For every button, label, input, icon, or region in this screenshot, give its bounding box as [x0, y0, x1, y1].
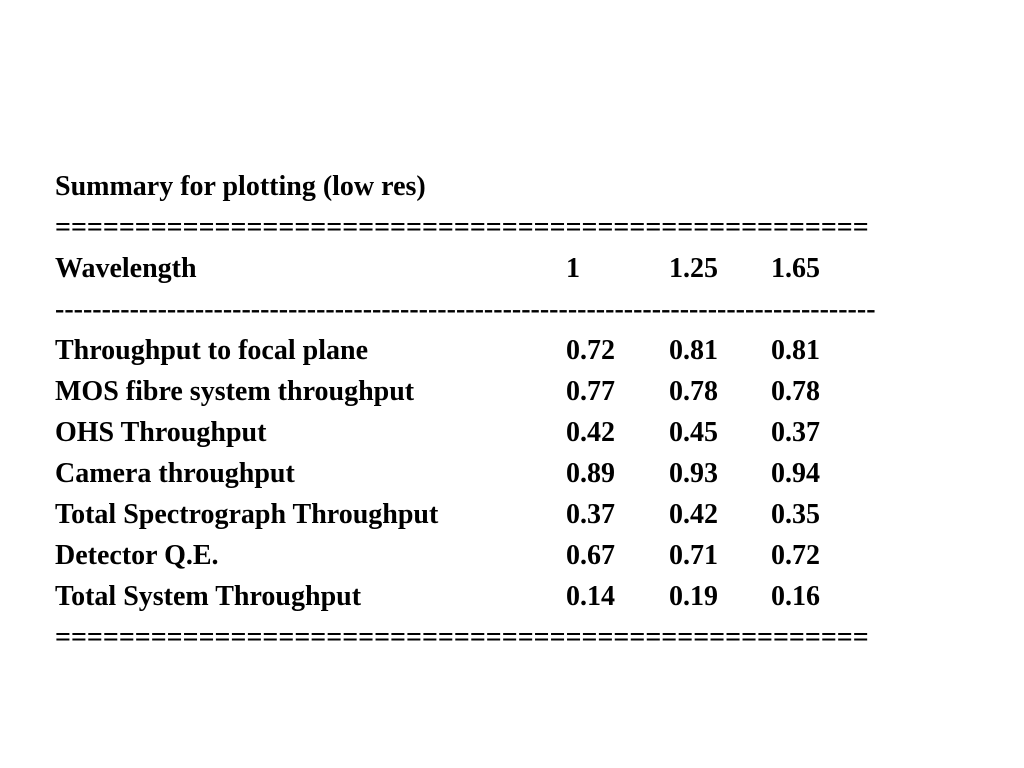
- header-label: Wavelength: [55, 253, 197, 284]
- cell-value: 0.81: [669, 335, 718, 366]
- cell-value: 0.14: [566, 581, 615, 612]
- cell-value: 0.72: [771, 540, 820, 571]
- rule: ----------------------------------------…: [55, 294, 876, 325]
- cell-value: 0.78: [771, 376, 820, 407]
- cell-value: 0.71: [669, 540, 718, 571]
- cell-value: 0.19: [669, 581, 718, 612]
- rule: ========================================…: [55, 622, 869, 653]
- cell-value: 0.42: [669, 499, 718, 530]
- row-label: OHS Throughput: [55, 417, 267, 448]
- rule: ========================================…: [55, 212, 869, 243]
- row-label: MOS fibre system throughput: [55, 376, 415, 407]
- cell-value: 0.37: [566, 499, 615, 530]
- cell-value: 0.16: [771, 581, 820, 612]
- cell-value: 0.78: [669, 376, 718, 407]
- cell-value: 0.42: [566, 417, 615, 448]
- cell-value: 0.45: [669, 417, 718, 448]
- header-value: 1.25: [669, 253, 718, 284]
- cell-value: 0.94: [771, 458, 820, 489]
- cell-value: 0.77: [566, 376, 615, 407]
- cell-value: 0.89: [566, 458, 615, 489]
- cell-value: 0.67: [566, 540, 615, 571]
- cell-value: 0.35: [771, 499, 820, 530]
- row-label: Total Spectrograph Throughput: [55, 499, 439, 530]
- row-label: Camera throughput: [55, 458, 295, 489]
- header-value: 1.65: [771, 253, 820, 284]
- row-label: Detector Q.E.: [55, 540, 219, 571]
- row-label: Throughput to focal plane: [55, 335, 368, 366]
- cell-value: 0.72: [566, 335, 615, 366]
- row-label: Total System Throughput: [55, 581, 362, 612]
- header-value: 1: [566, 253, 580, 284]
- cell-value: 0.93: [669, 458, 718, 489]
- cell-value: 0.81: [771, 335, 820, 366]
- cell-value: 0.37: [771, 417, 820, 448]
- title: Summary for plotting (low res): [55, 171, 426, 202]
